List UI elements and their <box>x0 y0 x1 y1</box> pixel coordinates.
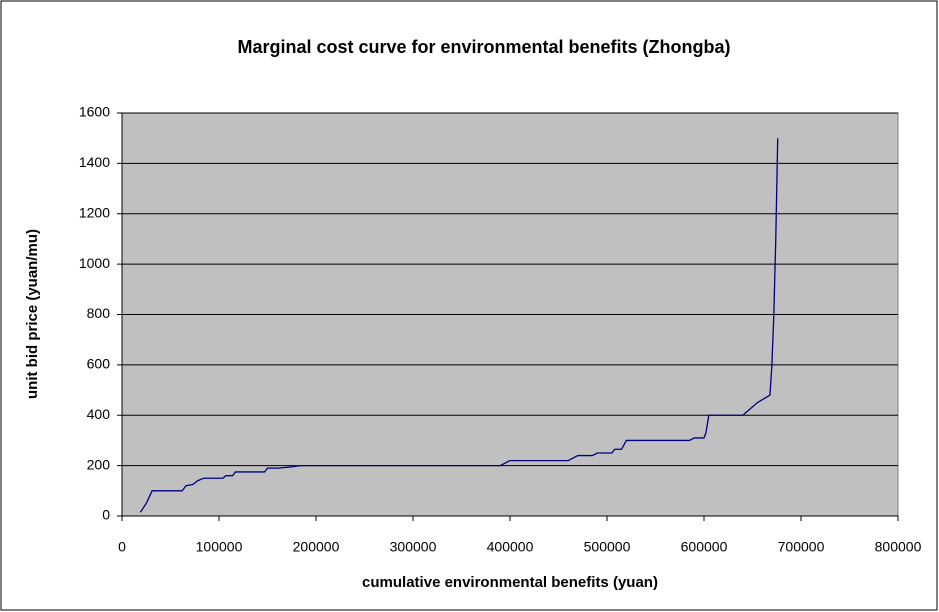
y-tick-label: 0 <box>102 507 110 523</box>
y-tick-label: 400 <box>87 406 111 422</box>
x-tick-label: 300000 <box>390 539 437 555</box>
x-tick-label: 600000 <box>681 539 728 555</box>
data-line <box>139 138 779 513</box>
chart-title: Marginal cost curve for environmental be… <box>237 37 730 57</box>
x-tick-label: 200000 <box>293 539 340 555</box>
y-axis-label: unit bid price (yuan/mu) <box>24 229 41 399</box>
y-tick-label: 600 <box>87 356 111 372</box>
x-tick-label: 800000 <box>875 539 922 555</box>
x-tick-label: 0 <box>118 539 126 555</box>
y-tick-label: 200 <box>87 456 111 472</box>
x-tick-label: 500000 <box>584 539 631 555</box>
y-tick-label: 1600 <box>79 104 110 120</box>
x-tick-label: 400000 <box>487 539 534 555</box>
x-axis-label: cumulative environmental benefits (yuan) <box>362 574 658 591</box>
y-tick-label: 1000 <box>79 255 110 271</box>
x-tick-label: 700000 <box>778 539 825 555</box>
x-tick-label: 100000 <box>196 539 243 555</box>
y-tick-label: 1400 <box>79 154 110 170</box>
y-tick-label: 1200 <box>79 204 110 220</box>
y-tick-label: 800 <box>87 305 111 321</box>
